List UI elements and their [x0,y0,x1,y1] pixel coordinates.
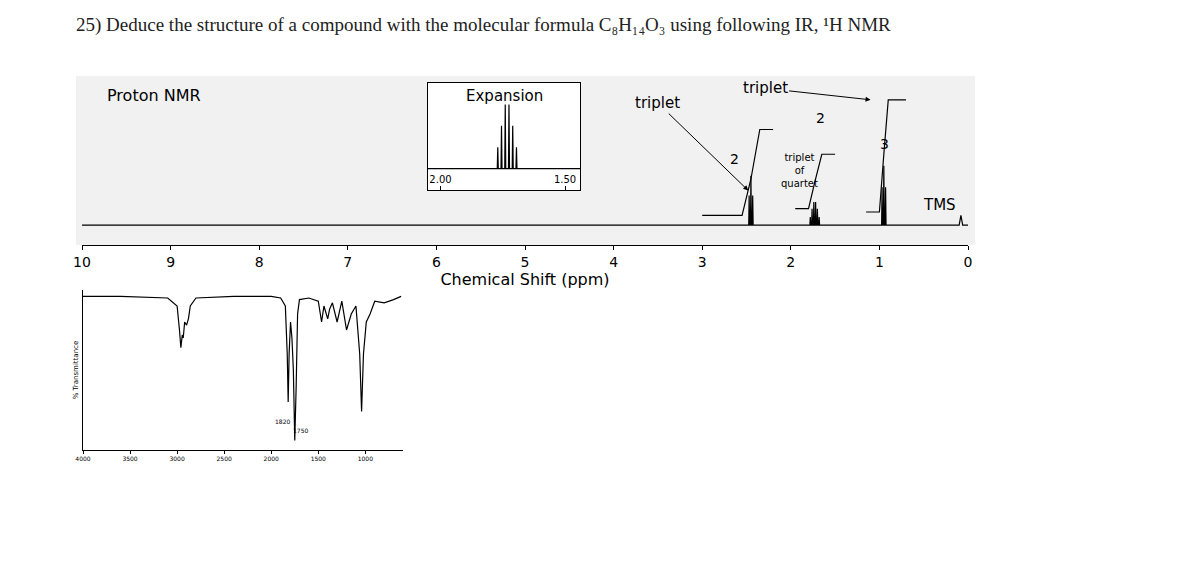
svg-text:2: 2 [786,254,795,270]
svg-text:8: 8 [255,254,264,270]
html-text:25) Deduce the structure of a: 25) Deduce the structure of a compound w… [76,14,891,35]
svg-text:Expansion: Expansion [466,87,543,105]
svg-text:Chemical Shift (ppm): Chemical Shift (ppm) [440,270,609,289]
svg-text:4000: 4000 [75,455,90,462]
svg-text:1820: 1820 [275,418,290,425]
svg-text:4: 4 [609,254,618,270]
svg-text:2000: 2000 [264,455,279,462]
svg-text:1750: 1750 [293,427,308,434]
svg-text:0: 0 [964,254,973,270]
svg-text:TMS: TMS [923,196,956,214]
svg-text:6: 6 [432,254,441,270]
svg-text:7: 7 [343,254,352,270]
svg-text:10: 10 [73,254,91,270]
svg-text:2: 2 [816,110,825,126]
svg-text:triplet: triplet [635,94,680,112]
svg-text:2: 2 [730,151,739,167]
svg-text:tripletofquartet: tripletofquartet [781,152,818,189]
svg-text:3: 3 [698,254,707,270]
svg-text:3: 3 [880,136,889,152]
svg-text:1: 1 [875,254,884,270]
svg-text:2.00: 2.00 [429,174,451,185]
svg-text:5: 5 [521,254,530,270]
svg-text:3500: 3500 [122,455,137,462]
svg-text:% Transmittance: % Transmittance [72,341,80,400]
svg-text:3000: 3000 [169,455,184,462]
svg-text:triplet: triplet [743,79,788,97]
svg-text:1.50: 1.50 [554,174,576,185]
svg-text:1500: 1500 [311,455,326,462]
svg-text:2500: 2500 [217,455,232,462]
svg-text:1000: 1000 [358,455,373,462]
svg-text:9: 9 [166,254,175,270]
svg-text:Proton NMR: Proton NMR [107,86,201,105]
